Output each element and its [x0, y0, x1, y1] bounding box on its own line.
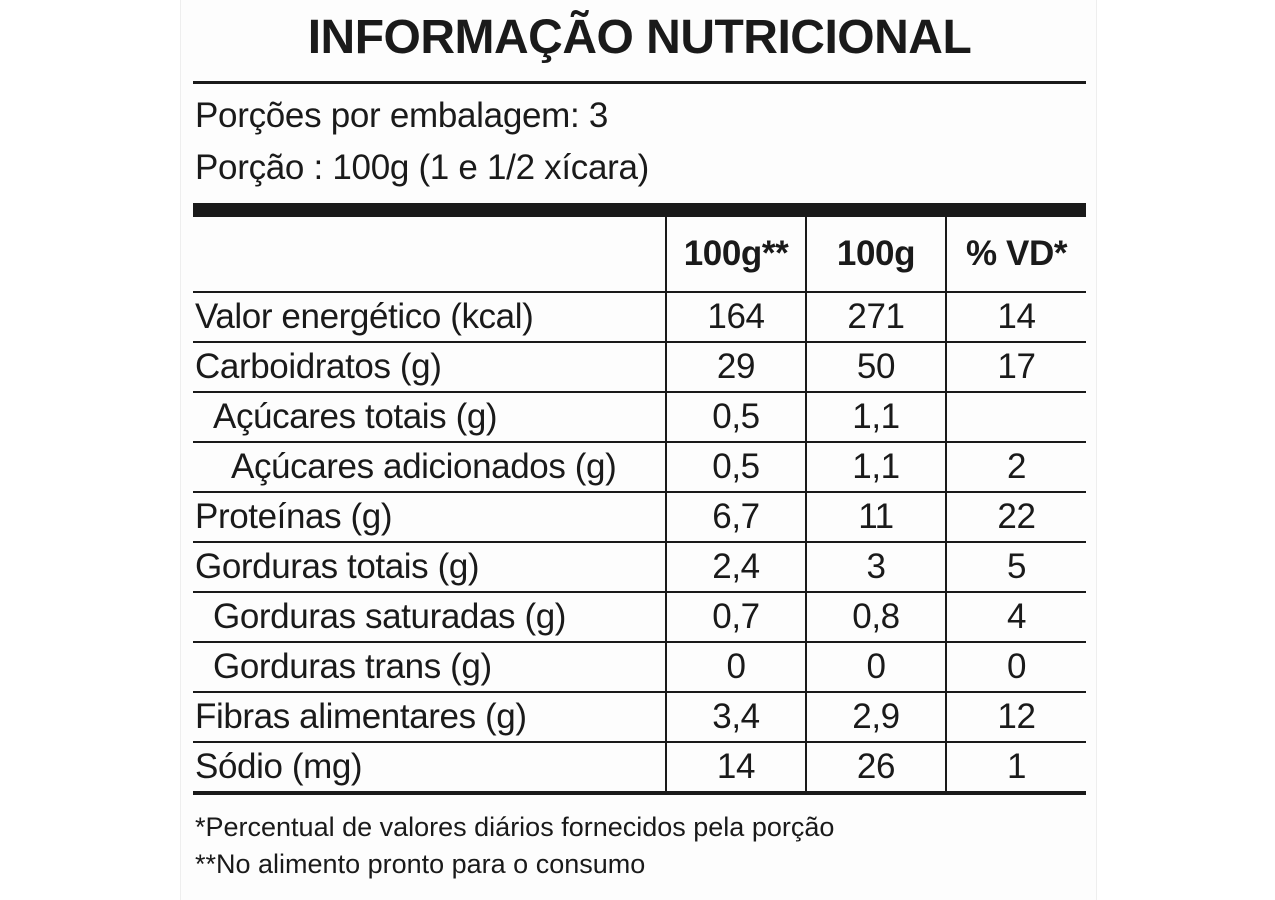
- cell-value: [945, 392, 1086, 443]
- cell-value: 2,9: [805, 692, 946, 743]
- cell-value: 12: [945, 692, 1086, 743]
- nutrient-name: Açúcares totais (g): [193, 392, 666, 443]
- rule: [193, 81, 1086, 84]
- header-row: 100g** 100g% VD*: [193, 217, 1086, 293]
- header-cell: [193, 217, 666, 293]
- table-row: Sódio (mg) 14 26 1: [193, 742, 1086, 795]
- table-row: Fibras alimentares (g) 3,4 2,9 12: [193, 692, 1086, 743]
- cell-value: 4: [945, 592, 1086, 643]
- cell-value: 1,1: [805, 442, 946, 493]
- footnote: **No alimento pronto para o consumo: [195, 849, 646, 879]
- cell-value: 26: [805, 742, 946, 795]
- table-row: Proteínas (g) 6,7 11 22: [193, 492, 1086, 543]
- table-row: Carboidratos (g) 29 50 17: [193, 342, 1086, 393]
- cell-value: 0: [665, 642, 806, 693]
- footnote: *Percentual de valores diários fornecido…: [195, 812, 835, 842]
- cell-value: 0: [805, 642, 946, 693]
- cell-value: 0,7: [665, 592, 806, 643]
- title: INFORMAÇÃO NUTRICIONAL: [307, 11, 972, 64]
- cell-value: 6,7: [665, 492, 806, 543]
- cell-value: 14: [945, 292, 1086, 343]
- column-header: 100g**: [665, 217, 806, 293]
- table-row: Gorduras saturadas (g) 0,7 0,8 4: [193, 592, 1086, 643]
- column-header: % VD*: [945, 217, 1086, 293]
- cell-value: 0: [945, 642, 1086, 693]
- cell-value: 3: [805, 542, 946, 593]
- cell-value: 0,5: [665, 442, 806, 493]
- nutrient-name: Carboidratos (g): [193, 342, 666, 393]
- nutrient-name: Gorduras totais (g): [193, 542, 666, 593]
- cell-value: 271: [805, 292, 946, 343]
- nutrient-name: Fibras alimentares (g): [193, 692, 666, 743]
- cell-value: 14: [665, 742, 806, 795]
- column-header: 100g: [805, 217, 946, 293]
- cell-value: 22: [945, 492, 1086, 543]
- cell-value: 11: [805, 492, 946, 543]
- nutrient-name: Açúcares adicionados (g): [193, 442, 666, 493]
- cell-value: 50: [805, 342, 946, 393]
- portion: Porção : 100g (1 e 1/2 xícara): [195, 148, 650, 187]
- cell-value: 1,1: [805, 392, 946, 443]
- table-row: Gorduras trans (g) 0 0 0: [193, 642, 1086, 693]
- cell-value: 1: [945, 742, 1086, 795]
- table-row: Gorduras totais (g) 2,4 3 5: [193, 542, 1086, 593]
- cell-value: 3,4: [665, 692, 806, 743]
- cell-value: 5: [945, 542, 1086, 593]
- nutrition-table: 100g** 100g% VD* Valor energético (kcal) 1…: [193, 217, 1086, 795]
- nutrient-name: Valor energético (kcal): [193, 292, 666, 343]
- nutrition-label: INFORMAÇÃO NUTRICIONAL Porções por embal…: [180, 0, 1097, 900]
- nutrient-name: Sódio (mg): [193, 742, 666, 795]
- cell-value: 0,5: [665, 392, 806, 443]
- nutrient-name: Gorduras trans (g): [193, 642, 666, 693]
- table-row: Açúcares totais (g) 0,5 1,1: [193, 392, 1086, 443]
- cell-value: 2: [945, 442, 1086, 493]
- rule: [193, 203, 1086, 217]
- table-row: Valor energético (kcal) 164 271 14: [193, 292, 1086, 343]
- cell-value: 29: [665, 342, 806, 393]
- nutrient-name: Gorduras saturadas (g): [193, 592, 666, 643]
- cell-value: 164: [665, 292, 806, 343]
- cell-value: 17: [945, 342, 1086, 393]
- table-row: Açúcares adicionados (g) 0,5 1,1 2: [193, 442, 1086, 493]
- servings: Porções por embalagem: 3: [195, 96, 609, 135]
- cell-value: 0,8: [805, 592, 946, 643]
- nutrient-name: Proteínas (g): [193, 492, 666, 543]
- cell-value: 2,4: [665, 542, 806, 593]
